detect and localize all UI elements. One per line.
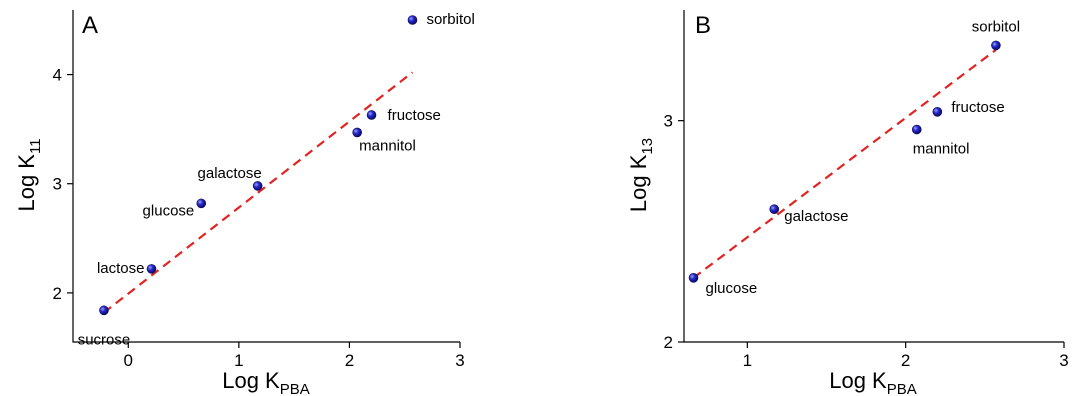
panel-a-x-axis-title: Log KPBA [222, 368, 310, 396]
panel-a-axes [72, 10, 460, 343]
panel-b-point-label-galactose: galactose [784, 208, 848, 225]
panel-a-point-sucrose [99, 305, 109, 316]
panel-a-point-label-sorbitol: sorbitol [426, 11, 474, 28]
panel-a-point-label-lactose: lactose [97, 260, 145, 277]
panel-a-x-tick-label: 1 [234, 351, 243, 370]
panel-a-y-tick-label: 2 [53, 284, 62, 303]
panel-a-letter: A [82, 12, 98, 39]
panel-b-x-tick-label: 1 [743, 351, 752, 370]
panel-a-point-label-glucose: glucose [143, 202, 195, 219]
panel-b-letter: B [695, 12, 711, 39]
panel-b-point-glucose [688, 273, 699, 283]
panel-a-x-tick-label: 0 [124, 351, 133, 370]
panel-b-point-fructose [932, 107, 943, 117]
panel-a-point-label-mannitol: mannitol [359, 137, 416, 154]
panel-b-y-tick-label: 3 [664, 112, 673, 131]
panel-b-point-mannitol [911, 124, 922, 135]
panel-b-y-axis-title: Log K13 [626, 138, 656, 212]
panel-a-point-label-galactose: galactose [198, 165, 262, 182]
panel-a-x-tick-label: 3 [455, 351, 464, 370]
panel-b-point-label-mannitol: mannitol [913, 141, 970, 158]
panel-a-point-label-fructose: fructose [388, 107, 441, 124]
panel-a-x-tick-label: 2 [345, 351, 354, 370]
panel-a-point-label-sucrose: sucrose [78, 331, 131, 348]
panel-b-x-axis-title: Log KPBA [829, 368, 917, 396]
panel-a-y-tick-label: 4 [53, 66, 62, 85]
panel-a-point-lactose [146, 264, 157, 274]
panel-b-y-tick-label: 2 [664, 333, 673, 352]
panel-a-y-axis-title: Log K11 [14, 138, 44, 211]
panel-a-y-tick-label: 3 [53, 175, 62, 194]
panel-b-point-label-sorbitol: sorbitol [972, 18, 1020, 35]
panel-b-point-galactose [769, 204, 780, 214]
panel-a-chart: A 0 1 2 3 2 3 4 sucrose lactose glucose galactose m… [14, 10, 475, 396]
panel-b-fit-line [692, 48, 997, 279]
panel-a-point-mannitol [352, 127, 362, 138]
panel-a-fit-line [103, 71, 414, 314]
panel-a-point-galactose [252, 181, 263, 191]
panel-a-point-sorbitol [407, 15, 418, 25]
panel-a-point-fructose [366, 110, 377, 120]
panel-b-point-label-fructose: fructose [951, 99, 1004, 116]
panel-b-point-label-glucose: glucose [706, 280, 758, 297]
panel-b-x-tick-label: 2 [901, 351, 910, 370]
panel-b-x-tick-label: 3 [1059, 351, 1068, 370]
panel-b-point-sorbitol [991, 40, 1001, 51]
panel-a-point-glucose [196, 198, 207, 209]
panel-b-chart: B 1 2 3 2 3 glucose galactose mannitol fructose s… [626, 10, 1069, 396]
